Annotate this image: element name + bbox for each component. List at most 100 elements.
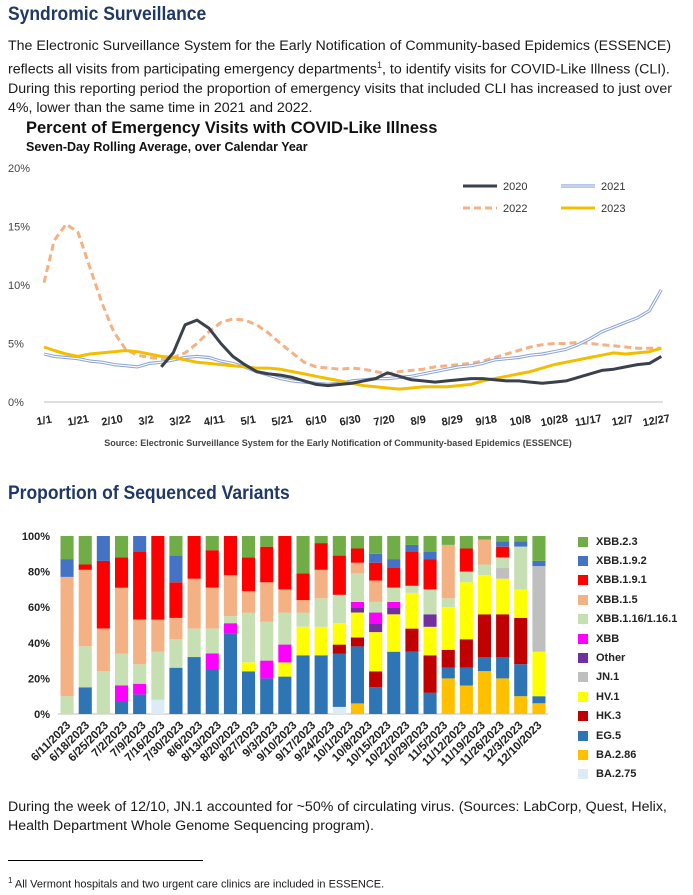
bar-segment-XBB.1.16/1.16.1 bbox=[405, 585, 419, 593]
x-tick-label: 9/18 bbox=[475, 413, 498, 429]
legend-label-2022: 2022 bbox=[503, 203, 527, 215]
variants-stacked-bar-chart: 0%20%40%60%80%100%6/11/20236/18/20236/25… bbox=[22, 531, 548, 769]
bar-segment-Other bbox=[350, 607, 364, 613]
intro-paragraph: The Electronic Surveillance System for t… bbox=[8, 37, 688, 118]
legend-swatch bbox=[578, 653, 588, 664]
bar-segment-XBB.2.3 bbox=[423, 536, 437, 552]
bar-segment-HV.1 bbox=[369, 632, 383, 672]
bar-segment-XBB.1.5 bbox=[477, 539, 491, 565]
bar-segment-XBB.1.16/1.16.1 bbox=[477, 564, 491, 576]
bar-segment-XBB.2.3 bbox=[314, 536, 328, 544]
x-tick-label: 10/28 bbox=[540, 413, 569, 430]
y-tick-label: 5% bbox=[8, 339, 24, 351]
page-title: Syndromic Surveillance bbox=[8, 4, 207, 25]
variants-legend: XBB.2.3 XBB.1.9.2 XBB.1.9.1 XBB.1.5 XBB.1.16… bbox=[578, 532, 677, 784]
bar-segment-XBB.1.9.1 bbox=[115, 557, 129, 588]
x-tick-label: 1/21 bbox=[67, 413, 90, 429]
legend-label-2023: 2023 bbox=[601, 203, 625, 215]
bar-segment-XBB.1.16/1.16.1 bbox=[314, 598, 328, 627]
bar-segment-EG.5 bbox=[423, 692, 437, 714]
series-line-2020 bbox=[160, 318, 663, 388]
cli-chart-subtitle: Seven-Day Rolling Average, over Calendar… bbox=[26, 140, 308, 154]
bar-segment-XBB bbox=[260, 660, 274, 679]
bar-segment-EG.5 bbox=[78, 687, 92, 714]
bar-segment-XBB.1.16/1.16.1 bbox=[514, 546, 528, 590]
y-tick-label: 0% bbox=[8, 397, 24, 409]
legend-label: HV.1 bbox=[596, 690, 620, 703]
bar-segment-XBB.2.3 bbox=[242, 536, 256, 558]
intro-text-1: The Electronic Surveillance System for t… bbox=[8, 38, 672, 78]
bar-segment-XBB.1.9.2 bbox=[423, 552, 437, 560]
bar-segment-XBB.1.16/1.16.1 bbox=[260, 621, 274, 661]
bar-segment-XBB.1.9.2 bbox=[496, 541, 510, 547]
legend-label: XBB.1.16/1.16.1 bbox=[596, 613, 678, 626]
bar-segment-XBB.1.9.1 bbox=[223, 536, 237, 576]
bar-segment-XBB.1.16/1.16.1 bbox=[459, 571, 473, 583]
bar-segment-XBB.1.5 bbox=[187, 578, 201, 629]
bar-segment-EG.5 bbox=[296, 655, 310, 714]
legend-item: XBB.1.16/1.16.1 bbox=[578, 610, 677, 629]
bar-segment-XBB.2.3 bbox=[350, 536, 364, 549]
bar-segment-XBB.1.5 bbox=[278, 589, 292, 613]
bar-segment-EG.5 bbox=[477, 657, 491, 672]
legend-item: XBB.2.3 bbox=[578, 532, 677, 551]
bar-segment-XBB.1.9.1 bbox=[187, 536, 201, 579]
bar-segment-XBB bbox=[133, 683, 147, 695]
x-tick-label: 8/29 bbox=[441, 413, 464, 429]
bar-segment-XBB.2.3 bbox=[369, 536, 383, 554]
bar-segment-XBB bbox=[387, 601, 401, 608]
legend-label: EG.5 bbox=[596, 729, 622, 742]
bar-segment-XBB.1.9.2 bbox=[514, 541, 528, 547]
bar-segment-XBB.1.16/1.16.1 bbox=[205, 628, 219, 654]
footnote-divider bbox=[8, 860, 203, 861]
bar-segment-XBB.1.16/1.16.1 bbox=[60, 696, 74, 714]
bar-segment-XBB.1.9.1 bbox=[205, 550, 219, 588]
bar-segment-XBB bbox=[369, 612, 383, 624]
bar-segment-EG.5 bbox=[405, 651, 419, 714]
legend-item: JN.1 bbox=[578, 668, 677, 687]
x-tick-label: 10/8 bbox=[509, 413, 532, 429]
bar-segment-XBB bbox=[223, 623, 237, 634]
bar-segment-XBB.1.9.1 bbox=[332, 555, 346, 595]
bar-segment-EG.5 bbox=[441, 667, 455, 679]
footnote-ref: 1 bbox=[377, 60, 383, 70]
bar-segment-XBB.1.9.1 bbox=[169, 582, 183, 618]
legend-item: HV.1 bbox=[578, 687, 677, 706]
bar-segment-HV.1 bbox=[296, 626, 310, 656]
legend-label: XBB.1.9.2 bbox=[596, 555, 647, 568]
bar-segment-XBB.1.5 bbox=[260, 582, 274, 622]
y-tick-label: 60% bbox=[28, 602, 50, 614]
bar-segment-HV.1 bbox=[242, 662, 256, 672]
bar-segment-BA.2.86 bbox=[441, 678, 455, 714]
bar-segment-Other bbox=[387, 607, 401, 615]
bar-segment-HK.3 bbox=[405, 628, 419, 652]
bar-segment-EG.5 bbox=[314, 655, 328, 714]
bar-segment-EG.5 bbox=[496, 657, 510, 679]
legend-label-2021: 2021 bbox=[601, 181, 625, 193]
y-tick-label: 20% bbox=[8, 163, 30, 175]
bar-segment-XBB.2.3 bbox=[441, 536, 455, 545]
legend-swatch bbox=[578, 594, 588, 605]
x-tick-label: 1/1 bbox=[36, 414, 53, 428]
bar-segment-EG.5 bbox=[242, 671, 256, 714]
bar-segment-XBB.2.3 bbox=[532, 536, 546, 561]
bar-segment-XBB.1.16/1.16.1 bbox=[332, 594, 346, 624]
bar-segment-XBB.1.9.1 bbox=[260, 546, 274, 583]
bar-segment-XBB.1.5 bbox=[115, 587, 129, 654]
bar-segment-BA.2.86 bbox=[496, 678, 510, 714]
bar-segment-XBB.1.16/1.16.1 bbox=[387, 587, 401, 602]
bar-segment-XBB.1.9.1 bbox=[96, 560, 110, 629]
bar-segment-JN.1 bbox=[532, 566, 546, 652]
y-tick-label: 20% bbox=[28, 673, 50, 685]
bar-segment-XBB.1.5 bbox=[350, 562, 364, 574]
bar-segment-EG.5 bbox=[332, 653, 346, 707]
y-tick-label: 0% bbox=[34, 709, 50, 721]
bar-segment-XBB.1.9.1 bbox=[350, 548, 364, 563]
bar-segment-EG.5 bbox=[459, 667, 473, 686]
bar-segment-XBB bbox=[205, 653, 219, 670]
bar-segment-HV.1 bbox=[314, 626, 328, 656]
bar-segment-HV.1 bbox=[459, 582, 473, 640]
bar-segment-HV.1 bbox=[532, 651, 546, 697]
legend-item: BA.2.86 bbox=[578, 745, 677, 764]
bar-segment-XBB.2.3 bbox=[205, 536, 219, 551]
